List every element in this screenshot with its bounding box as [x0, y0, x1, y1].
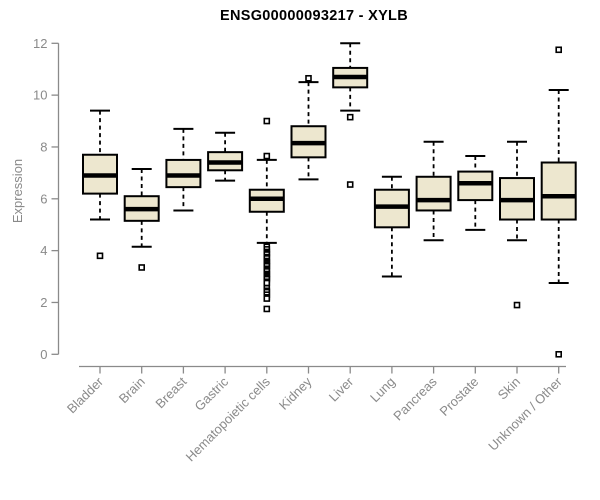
y-tick-label: 6 [40, 191, 47, 206]
x-tick-label: Brain [116, 374, 148, 406]
x-tick-label: Bladder [64, 374, 107, 417]
x-tick-label: Skin [495, 374, 523, 402]
y-tick-label: 4 [40, 243, 47, 258]
box-group-kidney [290, 74, 327, 181]
box-group-gastric [207, 131, 244, 182]
outlier-point [138, 264, 145, 271]
box-group-pancreas [415, 140, 452, 242]
outlier-point [263, 305, 271, 313]
y-tick-label: 2 [40, 295, 47, 310]
x-tick-label: Lung [367, 374, 398, 405]
box-group-bladder [82, 109, 118, 260]
x-tick-label: Prostate [437, 374, 482, 419]
outlier-point [555, 46, 563, 54]
outlier-point [555, 350, 563, 358]
x-tick-label: Liver [326, 374, 357, 405]
box-group-liver [332, 42, 369, 188]
box-group-breast [165, 127, 202, 212]
outlier-point [513, 301, 521, 309]
y-axis: 0 2 4 6 8 10 12 [33, 36, 60, 362]
box-group-hematopoietic-cells [248, 117, 285, 313]
outlier-point [263, 117, 271, 125]
outlier-point [346, 113, 354, 121]
box-group-unknown-other [540, 46, 577, 358]
box-group-brain [123, 167, 160, 271]
outlier-point [263, 295, 271, 302]
x-tick-label: Pancreas [390, 374, 440, 424]
y-tick-label: 0 [40, 347, 47, 362]
outlier-point [305, 74, 312, 82]
x-tick-label: Unknown / Other [485, 374, 565, 454]
y-tick-label: 12 [33, 36, 47, 51]
iqr-box [415, 175, 452, 212]
x-tick-label: Kidney [276, 374, 315, 413]
iqr-box [457, 170, 494, 202]
chart-title: ENSG00000093217 - XYLB [220, 8, 408, 24]
y-tick-label: 8 [40, 139, 47, 154]
box-group-skin [499, 140, 535, 309]
iqr-box [540, 161, 577, 221]
outlier-point [346, 181, 354, 188]
x-tick-label: Gastric [192, 374, 232, 414]
box-group-lung [373, 175, 410, 278]
x-tick-label: Breast [152, 374, 189, 411]
y-tick-label: 10 [33, 88, 47, 103]
box-group-prostate [457, 155, 494, 231]
outlier-point [263, 279, 271, 287]
outlier-point [263, 152, 271, 160]
outlier-point [96, 252, 104, 260]
